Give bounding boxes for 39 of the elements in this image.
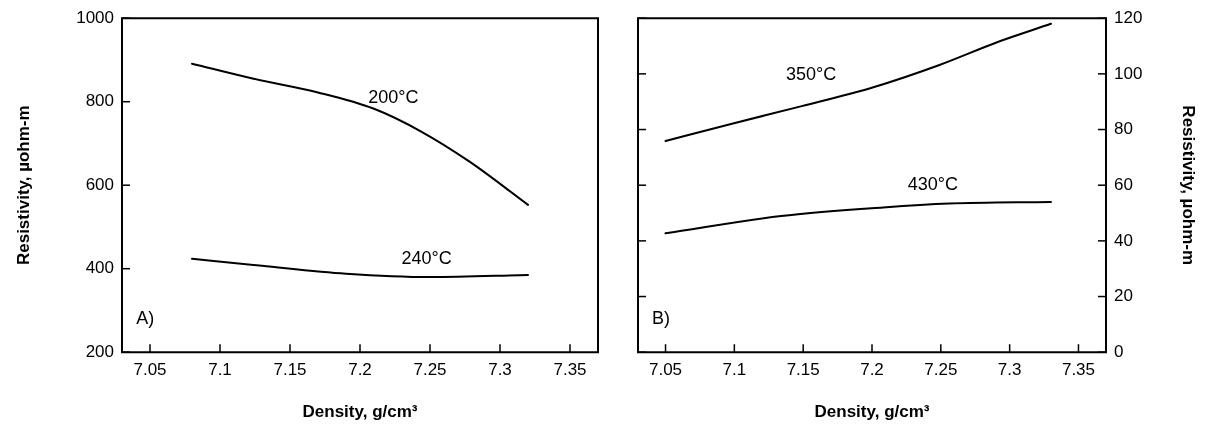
line-series [191,62,529,206]
y-tick-label: 200 [85,341,114,361]
y2-axis-title: Resistivity, µohm-m [1179,105,1199,266]
x-tick-label: 7.3 [997,360,1022,380]
x-tick-label: 7.2 [860,360,884,380]
x-axis-title: Density, g/cm³ [814,402,930,422]
x-tick-label: 7.1 [722,360,747,380]
y2-tick-label: 80 [1114,119,1133,139]
x-tick-label: 7.15 [273,360,307,380]
annotation: 350°C [786,63,837,84]
y2-tick-label: 100 [1114,63,1143,83]
y-tick-label: 800 [85,91,114,111]
y2-tick-label: 20 [1114,286,1133,306]
y-tick-label: 400 [85,258,114,278]
annotation: A) [136,307,155,328]
annotation: B) [652,307,671,328]
x-tick-label: 7.25 [924,360,958,380]
x-tick-label: 7.35 [553,360,587,380]
x-tick-label: 7.3 [488,360,512,380]
y2-tick-label: 120 [1114,7,1143,27]
x-tick-label: 7.15 [786,360,820,380]
annotation: 430°C [907,174,958,195]
x-axis-title: Density, g/cm³ [302,402,418,422]
y-tick-label: 1000 [76,7,114,27]
line-series [664,22,1052,142]
y-tick-label: 600 [85,174,114,194]
y2-tick-label: 40 [1114,230,1133,250]
annotation: 240°C [401,247,452,268]
y2-tick-label: 60 [1114,174,1133,194]
y-axis-title: Resistivity, µohm-m [13,105,33,266]
y2-tick-label: 0 [1114,341,1124,361]
annotation: 200°C [368,87,419,108]
x-tick-label: 7.05 [133,360,167,380]
x-tick-label: 7.2 [348,360,372,380]
x-tick-label: 7.25 [413,360,447,380]
line-series [664,200,1052,235]
x-tick-label: 7.35 [1061,360,1096,380]
x-tick-label: 7.1 [208,360,232,380]
x-tick-label: 7.05 [648,360,683,380]
